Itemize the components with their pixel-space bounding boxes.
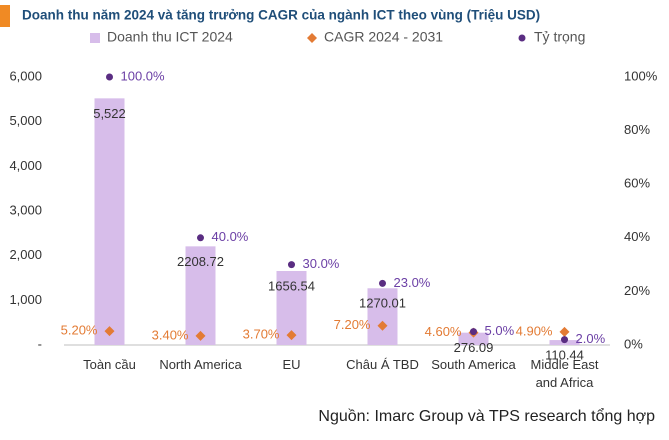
cagr-marker — [104, 326, 115, 337]
share-label: 40.0% — [212, 229, 249, 244]
bar — [367, 288, 398, 345]
source: Nguồn: Imarc Group và TPS research tổng … — [318, 407, 655, 425]
legend-label: CAGR 2024 - 2031 — [324, 29, 443, 45]
cagr-label: 3.40% — [152, 327, 189, 342]
cagr-marker — [286, 330, 297, 341]
legend-label: Doanh thu ICT 2024 — [107, 29, 233, 45]
cagr-label: 4.90% — [516, 323, 553, 338]
cagr-label: 5.20% — [61, 323, 98, 338]
share-marker — [106, 73, 113, 81]
bar-value-label: 276.09 — [454, 340, 494, 355]
y2-tick-label: 40% — [624, 229, 650, 244]
chart-title: Doanh thu năm 2024 và tăng trưởng CAGR c… — [22, 8, 540, 23]
bar-value-label: 110.44 — [545, 348, 584, 363]
x-tick-label: Châu Á TBD — [346, 357, 419, 372]
x-tick-label: South America — [431, 357, 516, 372]
share-label: 100.0% — [121, 68, 166, 83]
legend-swatch — [307, 33, 317, 43]
x-tick-label: EU — [282, 357, 301, 372]
x-tick-label: North America — [159, 357, 242, 372]
cagr-marker — [559, 326, 570, 337]
title-accent — [0, 5, 10, 27]
share-marker — [561, 336, 568, 344]
bar — [185, 246, 216, 345]
cagr-label: 4.60% — [425, 324, 462, 339]
cagr-marker — [377, 320, 388, 331]
y-tick-label: - — [38, 336, 42, 351]
legend-swatch — [90, 33, 100, 43]
share-marker — [197, 234, 204, 242]
cagr-label: 7.20% — [334, 317, 371, 332]
y-tick-label: 5,000 — [9, 113, 42, 128]
bar — [458, 332, 489, 345]
share-label: 23.0% — [394, 275, 431, 290]
y-tick-label: 3,000 — [9, 202, 42, 217]
legend-label: Tỷ trọng — [534, 29, 585, 45]
share-label: 30.0% — [303, 256, 340, 271]
bar — [94, 98, 125, 345]
share-label: 5.0% — [485, 323, 515, 338]
y2-tick-label: 60% — [624, 176, 650, 191]
y2-tick-label: 20% — [624, 283, 650, 298]
y2-tick-label: 80% — [624, 122, 650, 137]
cagr-marker — [195, 330, 206, 341]
share-marker — [470, 328, 477, 336]
y-tick-label: 2,000 — [9, 247, 42, 262]
share-label: 2.0% — [576, 331, 606, 346]
bar-value-label: 2208.72 — [177, 254, 224, 269]
y-tick-label: 4,000 — [9, 158, 42, 173]
y-tick-label: 1,000 — [9, 292, 42, 307]
share-marker — [379, 279, 386, 287]
x-tick-label: Toàn cầu — [83, 357, 136, 372]
share-marker — [288, 261, 295, 269]
bar-value-label: 1656.54 — [268, 278, 315, 293]
y2-tick-label: 100% — [624, 68, 658, 83]
bar-value-label: 5,522 — [93, 106, 126, 121]
bar-value-label: 1270.01 — [359, 296, 406, 311]
y-tick-label: 6,000 — [9, 68, 42, 83]
x-tick-label: Middle East and Africa — [530, 357, 599, 390]
cagr-label: 3.70% — [243, 327, 280, 342]
y2-tick-label: 0% — [624, 336, 643, 351]
legend-swatch — [518, 34, 526, 42]
